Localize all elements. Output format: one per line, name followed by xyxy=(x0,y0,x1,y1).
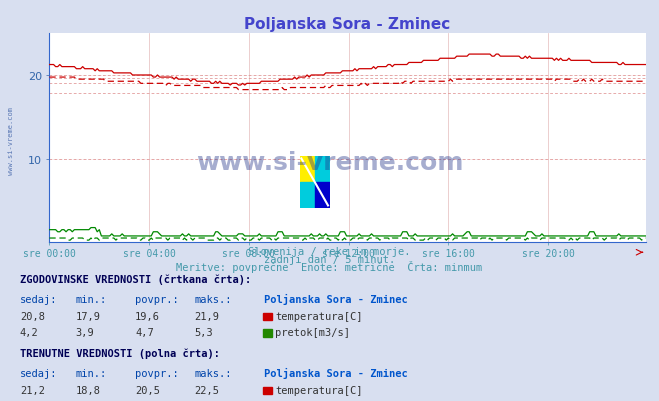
Text: 19,6: 19,6 xyxy=(135,311,160,321)
Text: 3,9: 3,9 xyxy=(76,328,94,338)
Text: temperatura[C]: temperatura[C] xyxy=(275,311,363,321)
Text: 5,3: 5,3 xyxy=(194,328,213,338)
Text: 18,8: 18,8 xyxy=(76,385,101,395)
Text: zadnji dan / 5 minut.: zadnji dan / 5 minut. xyxy=(264,255,395,265)
Text: Meritve: povprečne  Enote: metrične  Črta: minmum: Meritve: povprečne Enote: metrične Črta:… xyxy=(177,261,482,273)
Text: ZGODOVINSKE VREDNOSTI (črtkana črta):: ZGODOVINSKE VREDNOSTI (črtkana črta): xyxy=(20,274,251,285)
Text: 17,9: 17,9 xyxy=(76,311,101,321)
Text: min.:: min.: xyxy=(76,294,107,304)
Text: min.:: min.: xyxy=(76,368,107,378)
Text: www.si-vreme.com: www.si-vreme.com xyxy=(8,106,14,174)
Text: 4,2: 4,2 xyxy=(20,328,38,338)
Text: Poljanska Sora - Zminec: Poljanska Sora - Zminec xyxy=(264,367,407,378)
Bar xyxy=(300,182,315,209)
Bar xyxy=(315,182,330,209)
Text: 21,2: 21,2 xyxy=(20,385,45,395)
Text: 20,5: 20,5 xyxy=(135,385,160,395)
Text: povpr.:: povpr.: xyxy=(135,294,179,304)
Text: sedaj:: sedaj: xyxy=(20,368,57,378)
Text: TRENUTNE VREDNOSTI (polna črta):: TRENUTNE VREDNOSTI (polna črta): xyxy=(20,348,219,358)
Text: 22,5: 22,5 xyxy=(194,385,219,395)
Text: maks.:: maks.: xyxy=(194,294,232,304)
Text: temperatura[C]: temperatura[C] xyxy=(275,385,363,395)
Text: Poljanska Sora - Zminec: Poljanska Sora - Zminec xyxy=(264,293,407,304)
Title: Poljanska Sora - Zminec: Poljanska Sora - Zminec xyxy=(244,16,451,32)
Text: 4,7: 4,7 xyxy=(135,328,154,338)
Text: sedaj:: sedaj: xyxy=(20,294,57,304)
Text: 20,8: 20,8 xyxy=(20,311,45,321)
Text: 21,9: 21,9 xyxy=(194,311,219,321)
Text: povpr.:: povpr.: xyxy=(135,368,179,378)
Text: pretok[m3/s]: pretok[m3/s] xyxy=(275,328,351,338)
Text: www.si-vreme.com: www.si-vreme.com xyxy=(196,150,463,174)
Text: maks.:: maks.: xyxy=(194,368,232,378)
Bar xyxy=(300,156,315,182)
Bar xyxy=(315,156,330,182)
Text: Slovenija / reke in morje.: Slovenija / reke in morje. xyxy=(248,247,411,257)
